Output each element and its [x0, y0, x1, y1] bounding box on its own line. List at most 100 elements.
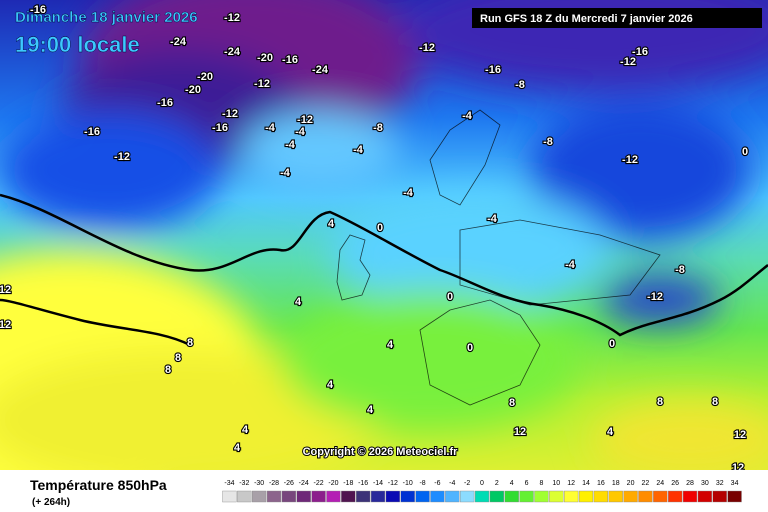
scale-swatch [415, 490, 430, 503]
scale-swatch [504, 490, 519, 503]
scale-swatch [668, 490, 683, 503]
contour-labels: -16-12-24-24 -20-20-12-16-24-20-16-12-16-… [0, 3, 749, 474]
contour-label: -8 [543, 136, 553, 148]
contour-label: -12 [647, 291, 663, 303]
contour-label: -12 [254, 78, 270, 90]
scale-label: 30 [701, 480, 709, 487]
forecast-hour: (+ 264h) [32, 497, 70, 508]
contour-label: -20 [185, 84, 201, 96]
scale-swatch [534, 490, 549, 503]
scale-swatch [252, 490, 267, 503]
scale-label: 22 [642, 480, 650, 487]
contour-label: 4 [387, 339, 394, 351]
scale-label: -22 [314, 480, 324, 487]
contour-label: 8 [165, 364, 171, 376]
contour-label: -20 [197, 71, 213, 83]
contour-label: -8 [373, 122, 383, 134]
scale-label: 26 [671, 480, 679, 487]
scale-label: -34 [224, 480, 234, 487]
scale-label: -32 [239, 480, 249, 487]
scale-label: 32 [716, 480, 724, 487]
contour-label: -24 [170, 36, 187, 48]
contour-label: -16 [84, 126, 100, 138]
scale-swatch [682, 490, 698, 503]
scale-label: 18 [612, 480, 620, 487]
color-scale: -34 -32 -30 -28 -26 -24 -22 -20 -18 -16 -14 -12 -10-… [222, 480, 742, 503]
contour-label: 12 [734, 429, 746, 441]
scale-swatch [489, 490, 504, 503]
contour-label: -4 [403, 187, 414, 199]
contour-label: 8 [657, 396, 663, 408]
contour-label: -12 [620, 56, 636, 68]
scale-swatch [653, 490, 668, 503]
scale-label: 28 [686, 480, 694, 487]
scale-swatch [638, 490, 653, 503]
run-info: Run GFS 18 Z du Mercredi 7 janvier 2026 [480, 13, 693, 25]
contour-label: 12 [0, 319, 11, 331]
contour-label: -4 [353, 144, 364, 156]
contour-label: -12 [622, 154, 638, 166]
contour-label: 0 [447, 291, 453, 303]
scale-label: -20 [328, 480, 338, 487]
scale-label: -14 [373, 480, 383, 487]
time-title: 19:00 locale [15, 32, 140, 57]
scale-swatch [460, 490, 475, 503]
scale-swatch [549, 490, 564, 503]
contour-label: -12 [224, 12, 240, 24]
scale-label: 20 [627, 480, 635, 487]
contour-label: 0 [467, 342, 473, 354]
contour-label: -12 [419, 42, 435, 54]
contour-label: 4 [327, 379, 334, 391]
scale-label: 10 [552, 480, 560, 487]
scale-label: -24 [299, 480, 309, 487]
scale-label: -4 [449, 480, 455, 487]
scale-swatch [281, 490, 296, 503]
scale-swatch [623, 490, 638, 503]
contour-label: 8 [175, 352, 181, 364]
contour-label: -24 [312, 64, 329, 76]
contour-label: 4 [328, 218, 335, 230]
contour-label: 0 [609, 338, 615, 350]
contour-label: -4 [280, 167, 291, 179]
scale-swatch [712, 490, 727, 503]
scale-swatch [296, 490, 311, 503]
scale-swatch [341, 490, 356, 503]
scale-label: -26 [284, 480, 294, 487]
scale-swatch [593, 490, 608, 503]
scale-swatch [445, 490, 460, 503]
contour-label: -16 [212, 122, 228, 134]
contour-label: -4 [285, 139, 296, 151]
contour-label: 4 [367, 404, 374, 416]
scale-label: -8 [419, 480, 425, 487]
scale-label: 24 [656, 480, 664, 487]
contour-label: -4 [295, 126, 306, 138]
scale-swatch [697, 490, 712, 503]
contour-label: -12 [222, 108, 238, 120]
contour-label: -16 [632, 46, 648, 58]
contour-label: -20 [257, 52, 273, 64]
contour-label: -4 [565, 259, 576, 271]
scale-label: 34 [731, 480, 739, 487]
scale-label: 14 [582, 480, 590, 487]
contour-label: 12 [732, 462, 744, 474]
contour-label: 4 [234, 442, 241, 454]
contour-label: -16 [157, 97, 173, 109]
scale-swatch [266, 490, 282, 503]
copyright: Copyright © 2026 Meteociel.fr [303, 446, 459, 458]
scale-label: -10 [403, 480, 413, 487]
contour-label: 8 [509, 397, 515, 409]
scale-swatch [564, 490, 579, 503]
contour-label: -4 [462, 110, 473, 122]
variable-title: Température 850hPa [30, 477, 167, 493]
contour-label: 8 [187, 337, 193, 349]
contour-label: -12 [297, 114, 313, 126]
contour-label: 4 [295, 296, 302, 308]
run-box [472, 8, 762, 28]
scale-swatch [356, 490, 371, 503]
scale-swatch [727, 490, 742, 503]
scale-swatch [237, 490, 252, 503]
scale-label: 4 [510, 480, 514, 487]
scale-swatch [608, 490, 623, 503]
